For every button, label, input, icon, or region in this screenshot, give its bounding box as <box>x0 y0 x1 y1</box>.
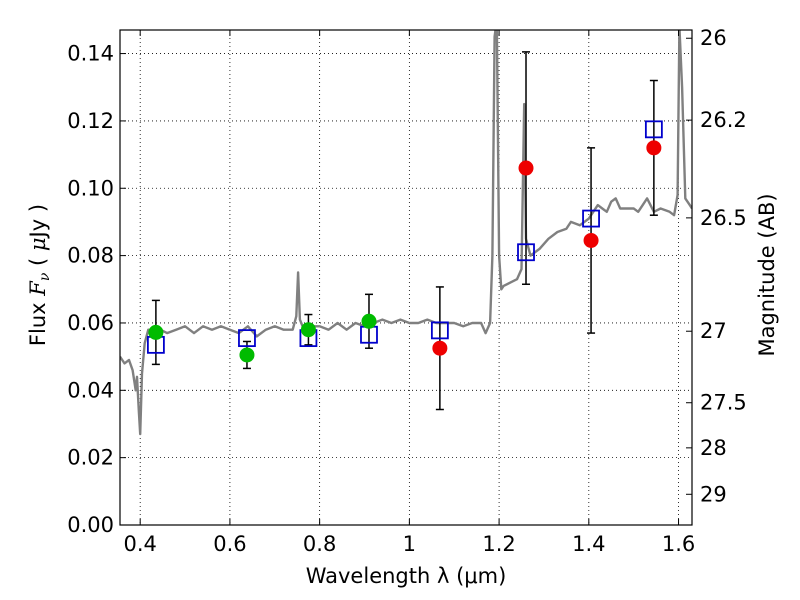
x-tick-label: 1.2 <box>482 532 515 556</box>
y-tick-label: 0.02 <box>67 446 114 470</box>
y-tick-label: 0.10 <box>67 176 114 200</box>
observed-point <box>300 322 316 338</box>
model-square-marker <box>238 329 256 348</box>
observed-point <box>361 313 377 329</box>
x-tick-label: 1 <box>403 532 416 556</box>
y-axis-right-label: Magnitude (AB) <box>755 193 779 356</box>
observed-point <box>646 140 662 156</box>
model-spectrum-line <box>120 30 692 436</box>
y-tick-label: 0.14 <box>67 42 114 66</box>
magnitude-axis-ticks: 26 26.2 26.5 27 27.5 28 29 <box>686 26 747 506</box>
model-square-marker <box>644 120 663 139</box>
observed-point <box>518 160 534 176</box>
x-tick-label: 0.8 <box>303 532 336 556</box>
y-tick-label: 0.06 <box>67 311 114 335</box>
spectrum-line <box>120 30 692 436</box>
observed-point <box>583 232 599 248</box>
observed-point <box>239 347 255 363</box>
magnitude-tick-label: 26.2 <box>700 108 747 132</box>
y-tick-label: 0.12 <box>67 109 114 133</box>
x-axis-label: Wavelength λ (μm) <box>306 564 507 588</box>
x-tick-label: 0.6 <box>213 532 246 556</box>
x-tick-label: 0.4 <box>123 532 156 556</box>
magnitude-tick-label: 26.5 <box>700 206 747 230</box>
magnitude-tick-label: 27 <box>700 319 727 343</box>
x-tick-label: 1.4 <box>572 532 605 556</box>
model-square-marker <box>582 209 600 228</box>
magnitude-tick-label: 26 <box>700 26 727 50</box>
model-square-marker <box>517 243 535 262</box>
magnitude-tick-label: 27.5 <box>700 391 747 415</box>
magnitude-tick-label: 28 <box>700 436 727 460</box>
y-axis-label: Flux Fν ( μJy ) <box>26 204 53 346</box>
y-tick-label: 0.04 <box>67 378 114 402</box>
model-square-marker <box>430 321 449 340</box>
observed-points <box>148 140 662 363</box>
observed-point <box>148 324 164 340</box>
x-axis-ticks: 0.4 0.6 0.8 1 1.2 1.4 1.6 <box>123 30 695 556</box>
x-tick-label: 1.6 <box>662 532 695 556</box>
y-tick-label: 0.08 <box>67 244 114 268</box>
y-axis-ticks: 0.00 0.02 0.04 0.06 0.08 0.10 0.12 0.14 <box>67 42 126 537</box>
y-tick-label: 0.00 <box>67 513 114 537</box>
magnitude-tick-label: 29 <box>700 482 727 506</box>
observed-point <box>432 340 448 356</box>
plot-frame <box>119 29 693 526</box>
